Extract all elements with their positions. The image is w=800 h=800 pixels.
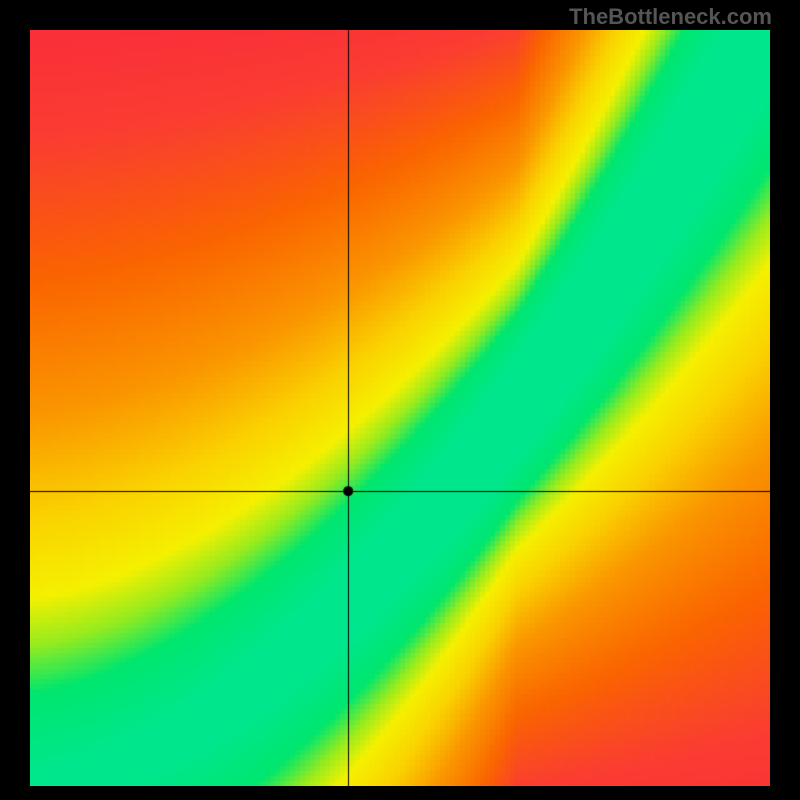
heatmap-plot: [30, 30, 770, 786]
watermark-text: TheBottleneck.com: [569, 4, 772, 30]
chart-container: TheBottleneck.com: [0, 0, 800, 800]
